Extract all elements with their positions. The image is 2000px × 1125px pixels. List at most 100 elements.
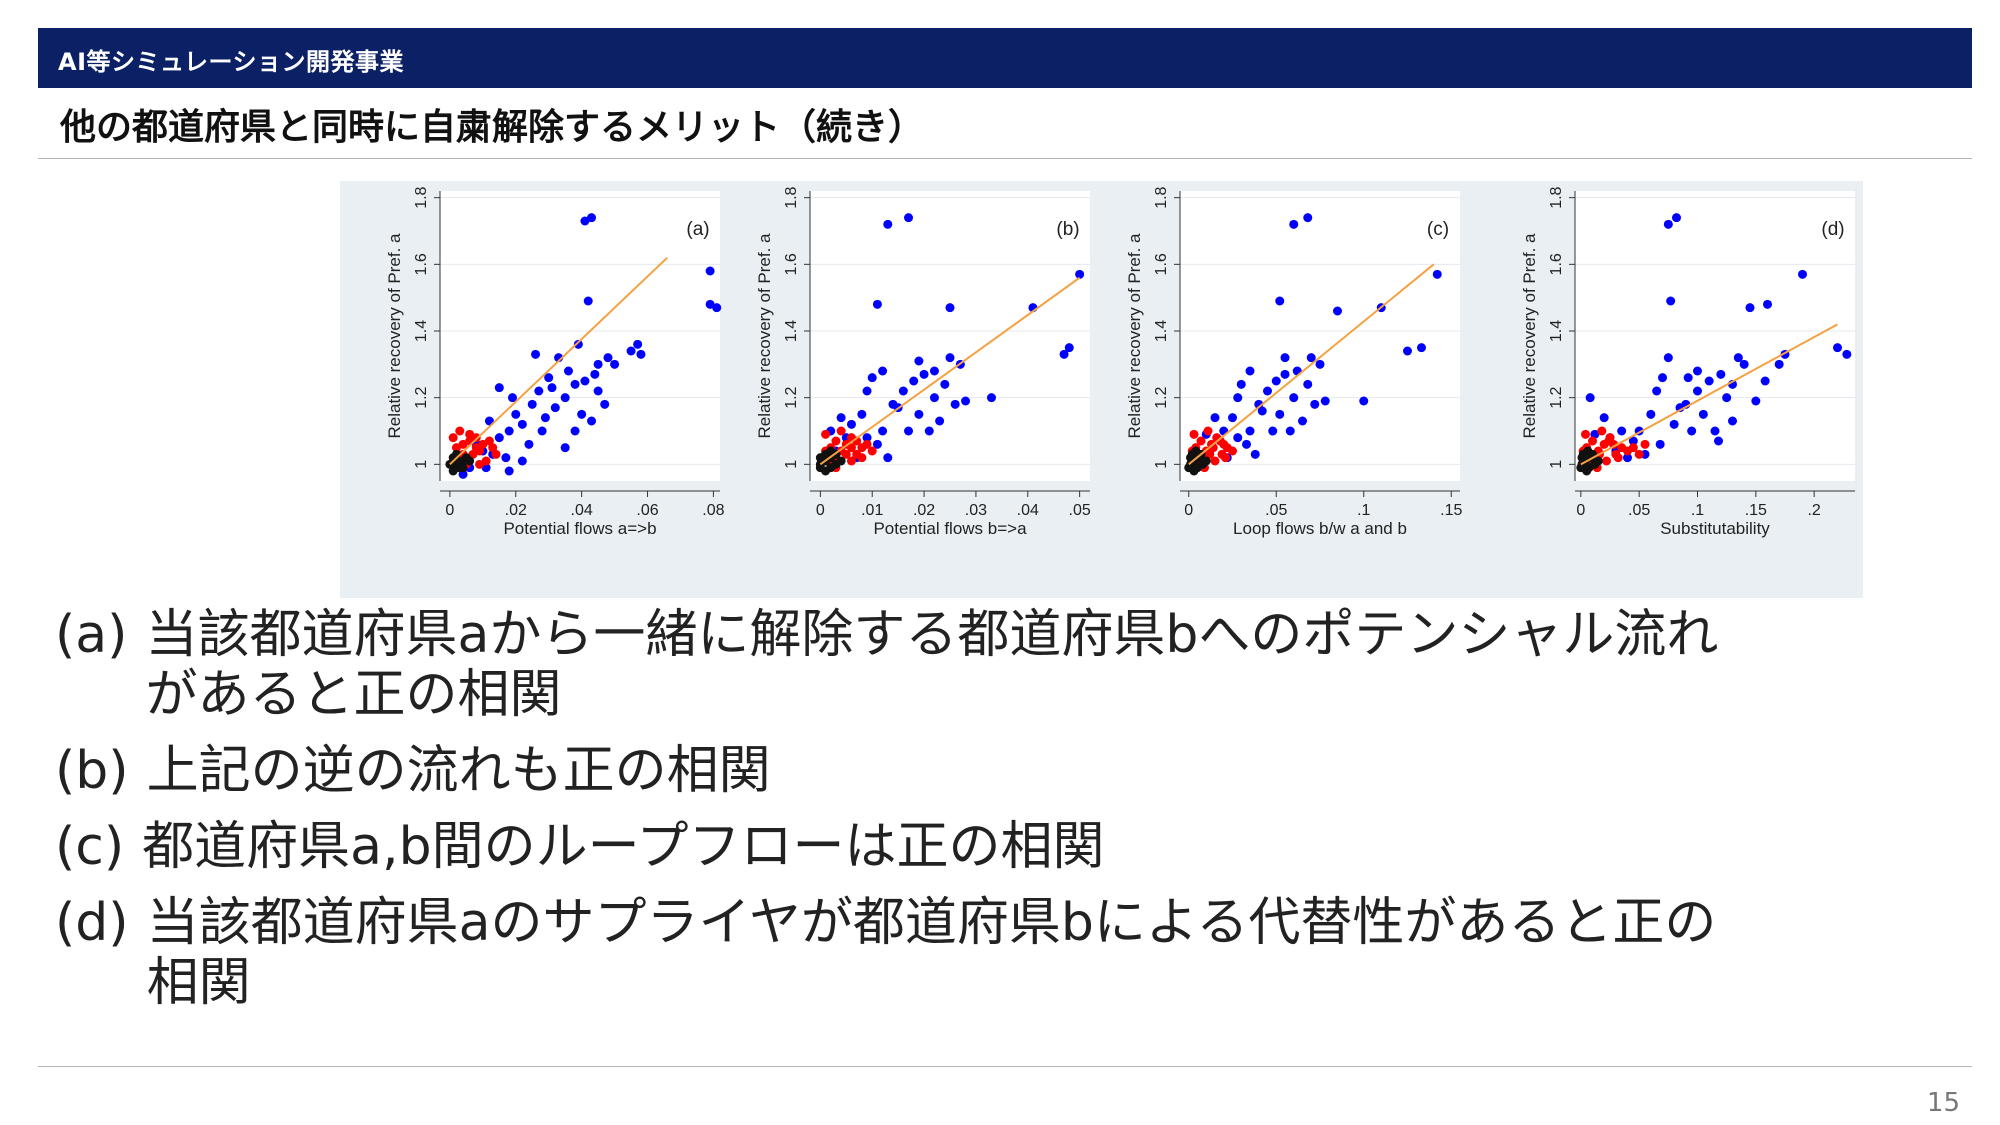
- bullet-tag: (c): [55, 817, 125, 877]
- x-tick-label: 0: [445, 502, 454, 519]
- page-number: 15: [1926, 1088, 1960, 1118]
- data-point: [560, 443, 570, 453]
- x-axis-label: Potential flows a=>b: [503, 519, 656, 538]
- y-tick-label: 1.6: [413, 253, 430, 275]
- x-tick-label: .15: [1745, 502, 1767, 519]
- data-point: [1733, 353, 1743, 363]
- data-point: [1184, 463, 1194, 473]
- data-point: [471, 443, 481, 453]
- bullet-tag: (d): [55, 893, 129, 953]
- data-point: [1728, 416, 1737, 426]
- data-point: [1628, 436, 1638, 446]
- data-point: [1210, 456, 1220, 466]
- data-point: [593, 386, 603, 396]
- data-point: [846, 443, 856, 453]
- data-point: [1597, 426, 1607, 436]
- data-point: [1203, 426, 1213, 436]
- x-tick-label: .04: [571, 502, 593, 519]
- data-point: [1687, 426, 1697, 436]
- x-tick-label: .06: [636, 502, 658, 519]
- banner-title: AI等シミュレーション開発事業: [58, 48, 405, 76]
- data-point: [914, 409, 924, 419]
- data-point: [846, 419, 856, 429]
- data-point: [1205, 449, 1215, 459]
- data-point: [636, 349, 646, 359]
- x-tick-label: 0: [1576, 502, 1585, 519]
- data-point: [1714, 436, 1723, 446]
- divider-bottom: [38, 1066, 1972, 1067]
- data-point: [857, 453, 867, 463]
- bullet-text: 当該都道府県aのサプライヤが都道府県bによる代替性があると正の相関: [146, 893, 1717, 1013]
- x-axis-label: Loop flows b/w a and b: [1233, 519, 1407, 538]
- y-tick-label: 1: [413, 460, 430, 469]
- data-point: [1842, 349, 1852, 359]
- x-tick-label: .05: [1628, 502, 1650, 519]
- bullet-item: (d) 当該都道府県aのサプライヤが都道府県bによる代替性があると正の相関: [55, 893, 1755, 1013]
- data-point: [1693, 386, 1702, 396]
- data-point: [1585, 393, 1595, 403]
- data-point: [465, 456, 475, 466]
- data-point: [1628, 443, 1638, 453]
- x-tick-label: .15: [1440, 502, 1462, 519]
- data-point: [1576, 463, 1586, 473]
- y-tick-label: 1.8: [783, 186, 800, 208]
- data-point: [1798, 269, 1807, 279]
- data-point: [1059, 349, 1069, 359]
- data-point: [914, 356, 924, 366]
- data-point: [1652, 386, 1662, 396]
- scatter-plot: 1 1.2 1.4 1.6 1.8 Relative recovery of Pref. …: [1125, 186, 1462, 538]
- data-point: [815, 453, 825, 463]
- x-axis-label: Potential flows b=>a: [873, 519, 1027, 538]
- data-point: [1683, 373, 1693, 383]
- data-point: [537, 426, 547, 436]
- data-point: [867, 373, 877, 383]
- data-point: [600, 399, 610, 409]
- data-point: [517, 456, 527, 466]
- y-tick-label: 1.6: [1153, 253, 1170, 275]
- scatter-plot: 1 1.2 1.4 1.6 1.8 Relative recovery of Pref. …: [385, 186, 725, 538]
- data-point: [524, 439, 534, 449]
- data-point: [836, 426, 846, 436]
- bullet-text: 都道府県a,b間のループフローは正の相関: [142, 817, 1105, 877]
- data-point: [1774, 359, 1784, 369]
- data-point: [1588, 436, 1597, 446]
- data-point: [904, 213, 914, 223]
- y-tick-label: 1: [783, 460, 800, 469]
- data-point: [527, 399, 537, 409]
- data-point: [1236, 379, 1246, 389]
- data-point: [1064, 343, 1074, 353]
- data-point: [550, 403, 560, 413]
- data-point: [1672, 213, 1681, 223]
- data-point: [935, 416, 945, 426]
- data-point: [511, 409, 521, 419]
- data-point: [1210, 413, 1220, 423]
- scatter-plot: 1 1.2 1.4 1.6 1.8 Relative recovery of Pref. …: [1520, 186, 1855, 538]
- x-tick-label: .1: [1357, 502, 1370, 519]
- data-point: [504, 426, 514, 436]
- bullet-item: (b) 上記の逆の流れも正の相関: [55, 741, 1755, 801]
- data-point: [1245, 366, 1255, 376]
- data-point: [1617, 426, 1627, 436]
- panel-label: (d): [1821, 219, 1844, 240]
- data-point: [862, 433, 872, 443]
- data-point: [1275, 296, 1285, 306]
- x-tick-label: .01: [861, 502, 883, 519]
- data-point: [883, 219, 893, 229]
- y-axis-label: Relative recovery of Pref. a: [385, 233, 404, 439]
- y-tick-label: 1.6: [1548, 253, 1565, 275]
- data-point: [1306, 353, 1316, 363]
- data-point: [1250, 449, 1260, 459]
- data-point: [448, 466, 458, 476]
- fit-line: [1580, 323, 1838, 466]
- data-point: [867, 446, 877, 456]
- data-point: [1739, 359, 1749, 369]
- y-tick-label: 1.4: [1548, 320, 1565, 342]
- bullet-item: (c) 都道府県a,b間のループフローは正の相関: [55, 817, 1755, 877]
- data-point: [1242, 439, 1251, 449]
- data-point: [1228, 446, 1237, 456]
- x-tick-label: .05: [1069, 502, 1091, 519]
- data-point: [1191, 446, 1201, 456]
- data-point: [1623, 453, 1632, 463]
- x-tick-label: .1: [1691, 502, 1704, 519]
- data-point: [455, 426, 465, 436]
